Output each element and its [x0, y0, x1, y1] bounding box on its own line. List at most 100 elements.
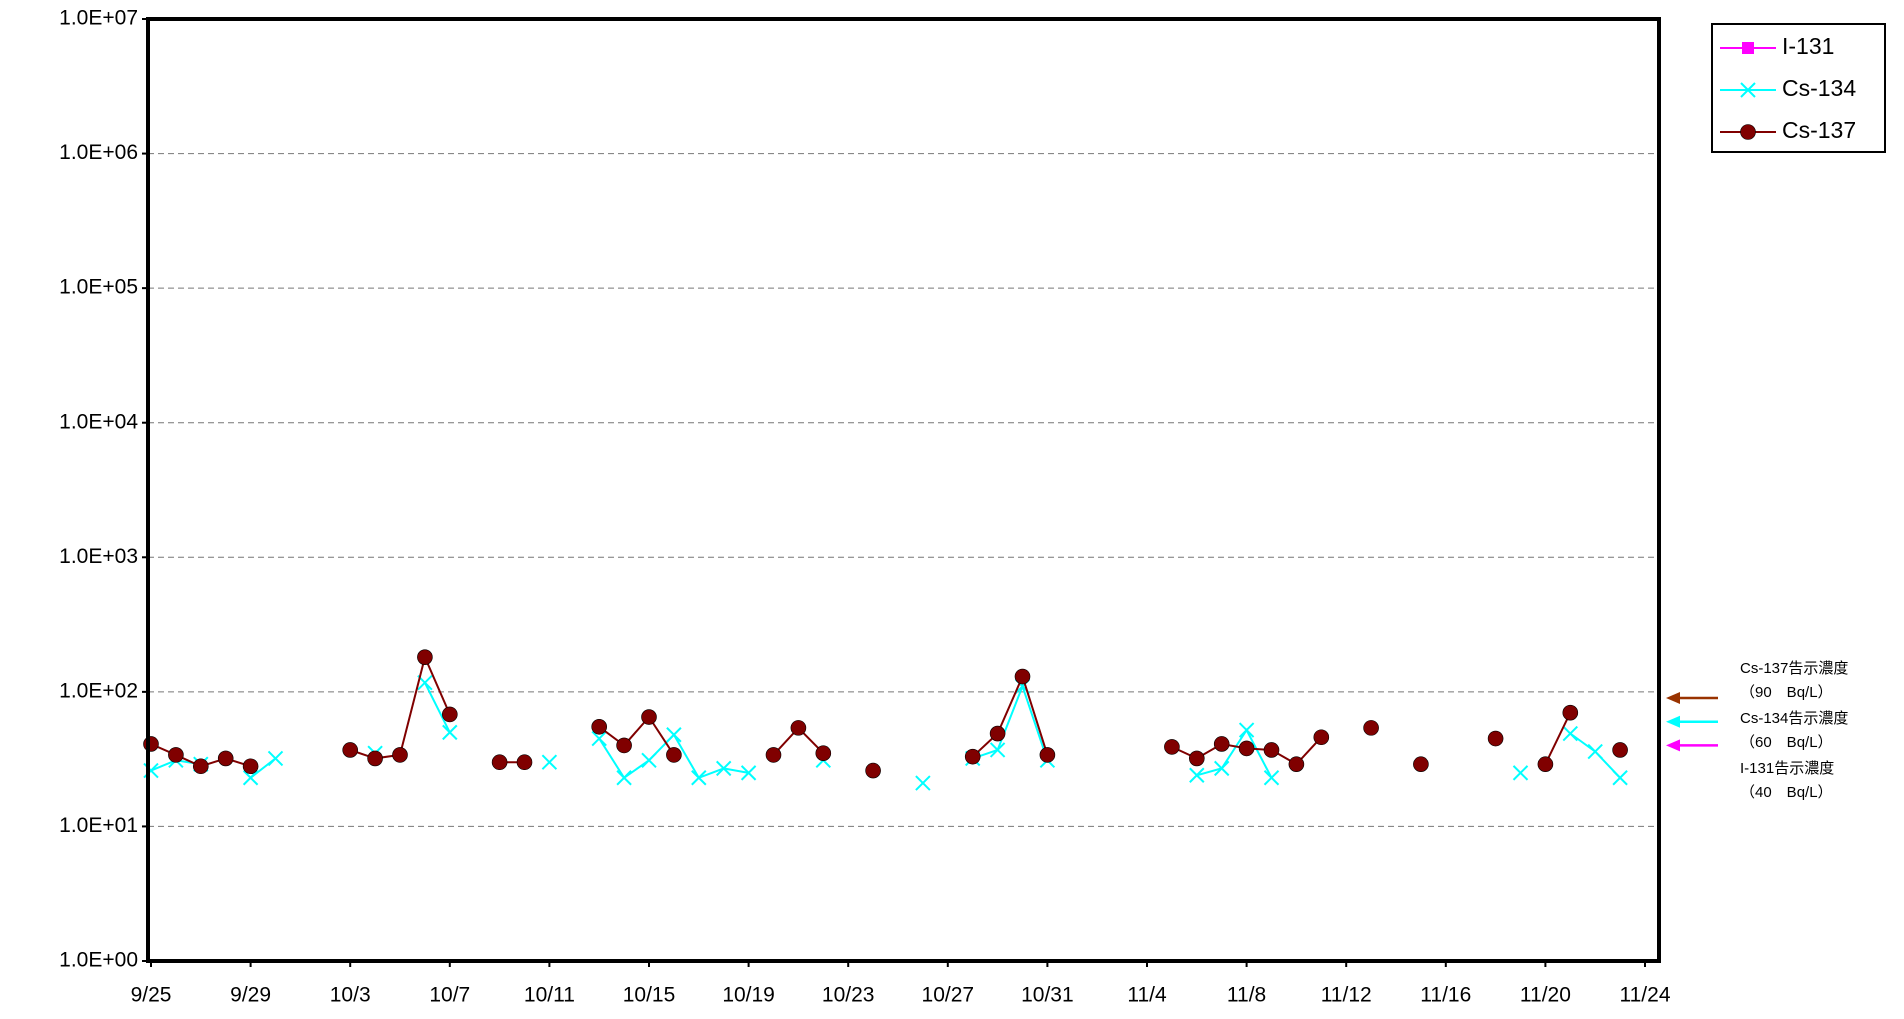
data-point	[616, 737, 632, 754]
data-point	[641, 709, 657, 725]
y-tick-label: 1.0E+02	[59, 679, 138, 702]
data-point	[915, 775, 931, 791]
limit-label: Cs-137告示濃度	[1740, 660, 1848, 677]
data-point	[267, 750, 284, 767]
data-point	[367, 750, 383, 767]
x-tick-label: 10/23	[822, 984, 875, 1007]
x-tick-label: 11/12	[1321, 984, 1372, 1007]
data-point	[516, 754, 533, 771]
data-point	[242, 770, 259, 786]
x-tick-label: 11/24	[1620, 984, 1671, 1007]
data-point	[217, 750, 234, 767]
data-point	[1612, 742, 1628, 758]
limit-label: I-131告示濃度	[1740, 760, 1834, 777]
limit-arrowhead	[1666, 715, 1680, 728]
x-tick-label: 9/25	[131, 984, 172, 1007]
data-point	[1213, 736, 1230, 752]
y-tick-label: 1.0E+07	[59, 7, 138, 30]
x-tick-label: 10/15	[623, 984, 676, 1007]
limit-sublabel: （60 Bq/L）	[1740, 734, 1833, 751]
data-point	[989, 742, 1006, 758]
data-point	[1562, 725, 1579, 742]
x-tick-label: 11/16	[1420, 984, 1471, 1007]
x-tick-label: 10/3	[330, 984, 371, 1007]
data-point	[1189, 767, 1205, 783]
limit-arrowhead	[1666, 692, 1680, 705]
legend-label: Cs-137	[1782, 117, 1856, 143]
legend-label: Cs-134	[1782, 75, 1856, 101]
data-point	[1213, 760, 1230, 777]
data-point	[666, 727, 682, 743]
plot-frame	[146, 17, 1661, 963]
data-point	[691, 770, 707, 786]
limit-arrowhead	[1666, 739, 1680, 752]
data-point	[865, 762, 881, 779]
x-tick-label: 10/31	[1021, 984, 1074, 1007]
data-point	[616, 770, 632, 786]
y-tick-label: 1.0E+05	[59, 276, 138, 299]
legend-marker	[1742, 42, 1754, 54]
data-point	[193, 758, 209, 775]
data-point	[242, 758, 259, 775]
data-point	[1413, 756, 1429, 773]
x-tick-label: 11/8	[1227, 984, 1266, 1007]
data-point	[715, 760, 732, 777]
x-tick-label: 11/4	[1127, 984, 1167, 1007]
data-point	[342, 742, 359, 758]
y-tick-label: 1.0E+04	[59, 410, 138, 433]
x-tick-label: 11/20	[1520, 984, 1571, 1007]
data-point	[1164, 739, 1180, 755]
data-point	[392, 747, 408, 763]
limit-label: Cs-134告示濃度	[1740, 710, 1848, 727]
legend-marker	[1740, 124, 1756, 140]
x-tick-label: 10/11	[524, 984, 575, 1007]
x-tick-label: 10/27	[922, 984, 975, 1007]
data-point	[740, 765, 757, 781]
data-point	[591, 730, 607, 747]
y-tick-label: 1.0E+03	[59, 545, 138, 568]
legend: I-131 Cs-134 Cs-137	[1711, 23, 1886, 153]
data-point	[541, 754, 558, 770]
data-point	[666, 747, 682, 763]
data-point	[417, 649, 433, 665]
y-tick-label: 1.0E+06	[59, 141, 138, 164]
data-point	[790, 720, 807, 736]
data-point	[1313, 729, 1330, 746]
x-tick-label: 10/19	[722, 984, 775, 1007]
data-point	[1537, 756, 1554, 773]
data-point	[1238, 740, 1255, 757]
data-point	[1487, 730, 1504, 747]
data-point	[1363, 720, 1379, 736]
x-tick-label: 9/29	[230, 984, 271, 1007]
data-point	[168, 747, 184, 763]
data-point	[1039, 747, 1056, 763]
data-point	[641, 752, 657, 769]
data-point	[441, 706, 458, 723]
data-point	[591, 718, 608, 735]
data-point	[1562, 704, 1579, 721]
legend-marker	[1740, 82, 1756, 98]
y-tick-label: 1.0E+01	[59, 814, 138, 837]
legend-label: I-131	[1782, 33, 1834, 59]
data-point	[815, 745, 832, 762]
data-point	[1189, 750, 1205, 767]
data-point	[1288, 756, 1305, 773]
x-tick-label: 10/7	[429, 984, 470, 1007]
data-point	[1263, 770, 1280, 786]
limit-sublabel: （40 Bq/L）	[1740, 784, 1833, 801]
data-point	[442, 724, 458, 741]
data-point	[964, 748, 981, 765]
data-point	[491, 754, 508, 771]
data-point	[1512, 765, 1529, 781]
y-tick-label: 1.0E+00	[59, 949, 138, 972]
data-point	[1587, 743, 1603, 760]
data-point	[143, 736, 159, 752]
data-point	[765, 747, 782, 763]
data-point	[1263, 742, 1280, 758]
data-point	[1238, 722, 1255, 738]
data-point	[989, 725, 1006, 742]
limit-sublabel: （90 Bq/L）	[1740, 684, 1833, 701]
data-point	[1612, 770, 1628, 786]
data-point	[1014, 668, 1031, 685]
